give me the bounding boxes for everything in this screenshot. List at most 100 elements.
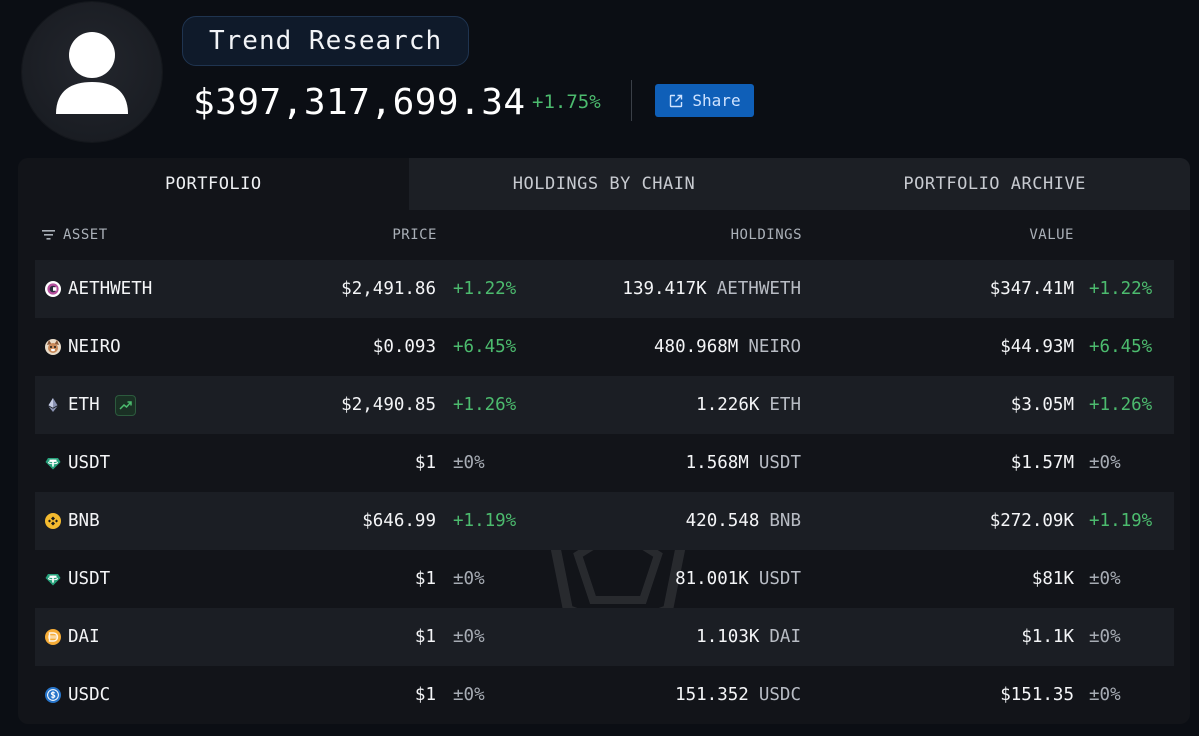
price-column-header[interactable]: PRICE xyxy=(392,227,437,243)
value-change: ±0% xyxy=(1089,685,1121,705)
value-column-header[interactable]: VALUE xyxy=(1029,227,1074,243)
value-change: +1.22% xyxy=(1089,279,1153,299)
bnb-coin-icon xyxy=(45,513,61,529)
share-button[interactable]: Share xyxy=(655,84,754,117)
holdings-amount: 1.226K xyxy=(696,395,760,415)
tab-portfolio[interactable]: PORTFOLIO xyxy=(18,158,409,210)
price-change: ±0% xyxy=(453,685,485,705)
asset-name: ETH xyxy=(68,395,100,415)
holdings-symbol: USDT xyxy=(758,453,801,473)
asset-name: USDT xyxy=(68,569,111,589)
eth-coin-icon xyxy=(48,398,58,412)
holdings-amount: 420.548 xyxy=(685,511,760,531)
holdings-amount: 151.352 xyxy=(675,685,749,705)
user-silhouette-icon xyxy=(56,32,128,114)
value-cell: $1.57M xyxy=(1010,453,1074,473)
tab-holdings-by-chain[interactable]: HOLDINGS BY CHAIN xyxy=(408,158,800,210)
asset-column-header[interactable]: ASSET xyxy=(42,227,108,243)
table-row[interactable]: USDC $1 ±0% 151.352 USDC $151.35 ±0% xyxy=(35,666,1174,724)
holdings-cell: 480.968M NEIRO xyxy=(654,318,801,376)
value-cell: $347.41M xyxy=(989,279,1074,299)
value-change: ±0% xyxy=(1089,627,1121,647)
asset-cell[interactable]: NEIRO xyxy=(45,318,121,376)
avatar xyxy=(22,2,162,142)
holdings-cell: 1.103K DAI xyxy=(696,608,801,666)
price-change: +1.19% xyxy=(453,511,517,531)
usdt-coin-icon xyxy=(45,458,61,470)
portfolio-panel: PORTFOLIO HOLDINGS BY CHAIN PORTFOLIO AR… xyxy=(18,158,1190,724)
price-change: +6.45% xyxy=(453,337,517,357)
usdc-coin-icon xyxy=(45,687,61,703)
table-row[interactable]: DAI $1 ±0% 1.103K DAI $1.1K ±0% xyxy=(35,608,1174,666)
holdings-table: AETHWETH $2,491.86 +1.22% 139.417K AETHW… xyxy=(18,260,1190,724)
asset-cell[interactable]: USDC xyxy=(45,666,110,724)
holdings-cell: 420.548 BNB xyxy=(686,492,801,550)
asset-cell[interactable]: AETHWETH xyxy=(45,260,152,318)
holdings-cell: 1.226K ETH xyxy=(696,376,801,434)
price-change: ±0% xyxy=(453,569,485,589)
value-cell: $3.05M xyxy=(1010,395,1074,415)
holdings-cell: 81.001K USDT xyxy=(675,550,801,608)
value-cell: $272.09K xyxy=(989,511,1074,531)
price-cell: $1 xyxy=(414,453,436,473)
price-cell: $2,490.85 xyxy=(341,395,436,415)
total-change: +1.75% xyxy=(532,91,601,113)
entity-name: Trend Research xyxy=(182,16,470,66)
holdings-amount: 139.417K xyxy=(622,279,707,299)
external-link-icon xyxy=(670,94,683,107)
filter-icon xyxy=(42,230,55,240)
price-cell: $1 xyxy=(414,627,436,647)
price-change: +1.26% xyxy=(453,395,517,415)
value-cell: $151.35 xyxy=(1000,685,1074,705)
value-change: +1.26% xyxy=(1089,395,1153,415)
price-cell: $0.093 xyxy=(372,337,436,357)
aethweth-coin-icon xyxy=(45,281,61,297)
table-row[interactable]: AETHWETH $2,491.86 +1.22% 139.417K AETHW… xyxy=(35,260,1174,318)
asset-name: NEIRO xyxy=(68,337,121,357)
holdings-symbol: NEIRO xyxy=(748,337,801,357)
holdings-symbol: AETHWETH xyxy=(716,279,801,299)
value-change: ±0% xyxy=(1089,569,1121,589)
value-change: +1.19% xyxy=(1089,511,1153,531)
neiro-coin-icon xyxy=(45,339,61,355)
trending-badge[interactable] xyxy=(114,394,136,416)
trending-up-icon xyxy=(119,401,132,410)
price-change: +1.22% xyxy=(453,279,517,299)
asset-name: AETHWETH xyxy=(68,279,153,299)
asset-cell[interactable]: ETH xyxy=(45,376,136,434)
table-header: ASSET PRICE HOLDINGS VALUE xyxy=(18,210,1190,260)
total-value: $397,317,699.34 xyxy=(193,81,526,123)
asset-cell[interactable]: DAI xyxy=(45,608,100,666)
price-cell: $1 xyxy=(414,685,436,705)
tab-portfolio-archive[interactable]: PORTFOLIO ARCHIVE xyxy=(799,158,1190,210)
price-cell: $646.99 xyxy=(362,511,436,531)
price-cell: $2,491.86 xyxy=(341,279,436,299)
holdings-symbol: USDT xyxy=(758,569,801,589)
asset-column-label: ASSET xyxy=(63,227,108,243)
holdings-symbol: USDC xyxy=(758,685,801,705)
value-cell: $1.1K xyxy=(1021,627,1074,647)
usdt-coin-icon xyxy=(45,574,61,586)
holdings-symbol: BNB xyxy=(769,511,801,531)
asset-name: USDT xyxy=(68,453,111,473)
table-row[interactable]: BNB $646.99 +1.19% 420.548 BNB $272.09K … xyxy=(35,492,1174,550)
holdings-symbol: ETH xyxy=(769,395,801,415)
asset-name: BNB xyxy=(68,511,100,531)
table-row[interactable]: NEIRO $0.093 +6.45% 480.968M NEIRO $44.9… xyxy=(35,318,1174,376)
holdings-amount: 1.103K xyxy=(696,627,760,647)
table-row[interactable]: USDT $1 ±0% 1.568M USDT $1.57M ±0% xyxy=(35,434,1174,492)
holdings-amount: 81.001K xyxy=(675,569,749,589)
table-row[interactable]: ETH $2,490.85 +1.26% 1.226K ETH $3.05M +… xyxy=(35,376,1174,434)
asset-cell[interactable]: USDT xyxy=(45,550,110,608)
tab-bar: PORTFOLIO HOLDINGS BY CHAIN PORTFOLIO AR… xyxy=(18,158,1190,210)
holdings-cell: 1.568M USDT xyxy=(686,434,801,492)
holdings-column-header[interactable]: HOLDINGS xyxy=(730,227,802,243)
header-divider xyxy=(631,80,632,121)
price-cell: $1 xyxy=(414,569,436,589)
asset-name: USDC xyxy=(68,685,111,705)
table-row[interactable]: USDT $1 ±0% 81.001K USDT $81K ±0% xyxy=(35,550,1174,608)
holdings-amount: 480.968M xyxy=(654,337,739,357)
value-change: ±0% xyxy=(1089,453,1121,473)
asset-cell[interactable]: BNB xyxy=(45,492,100,550)
asset-cell[interactable]: USDT xyxy=(45,434,110,492)
